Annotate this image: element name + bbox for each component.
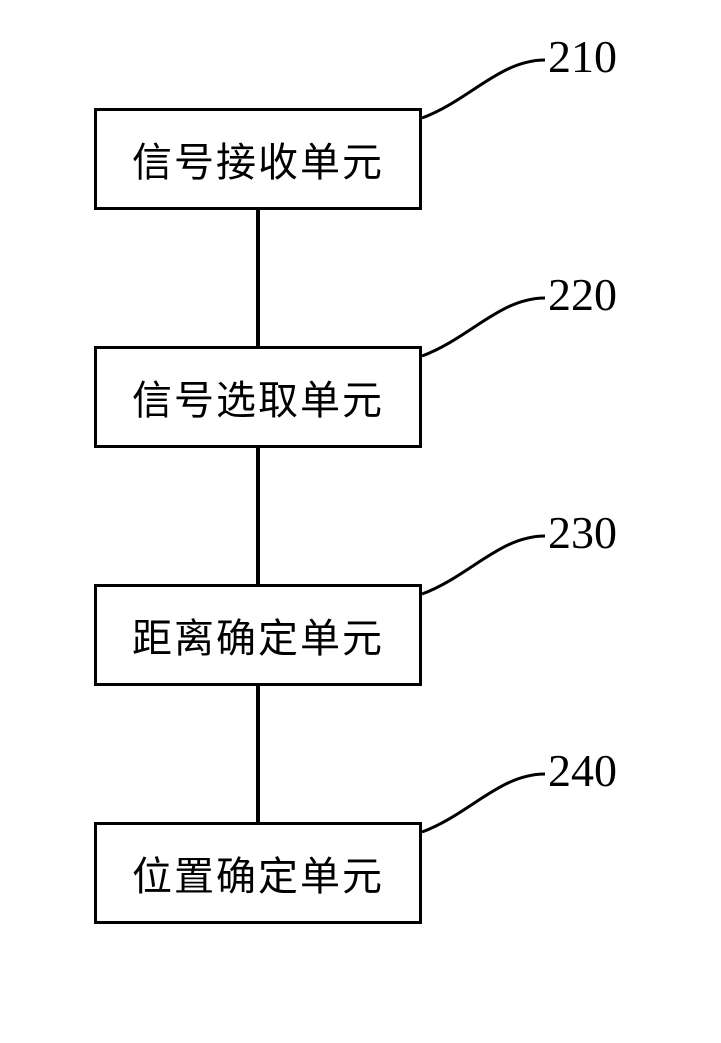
- ref-text: 230: [548, 507, 617, 558]
- ref-text: 210: [548, 31, 617, 82]
- ref-label-220: 220: [548, 268, 617, 321]
- ref-label-230: 230: [548, 506, 617, 559]
- ref-text: 240: [548, 745, 617, 796]
- ref-text: 220: [548, 269, 617, 320]
- block-diagram: 信号接收单元 信号选取单元 距离确定单元 位置确定单元 210 220 230 …: [0, 0, 721, 1043]
- ref-label-210: 210: [548, 30, 617, 83]
- ref-label-240: 240: [548, 744, 617, 797]
